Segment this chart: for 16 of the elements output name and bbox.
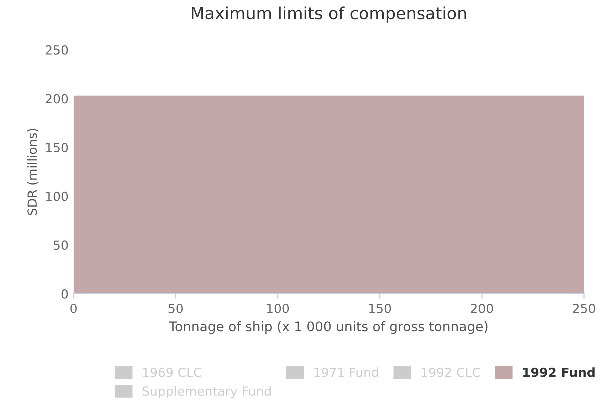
x-tick-label: 250	[573, 304, 596, 314]
x-tick-label: 150	[370, 304, 392, 314]
y-axis-title: SDR (millions)	[27, 129, 39, 216]
x-tick-label: 100	[267, 304, 290, 314]
y-tick-label: 200	[46, 94, 68, 104]
y-tick-label: 150	[46, 143, 68, 153]
y-tick-label: 250	[46, 45, 68, 55]
y-tick-label: 100	[46, 192, 68, 202]
x-tick-label: 50	[168, 304, 184, 314]
x-tick-label: 200	[471, 304, 494, 314]
y-tick-label: 50	[54, 240, 68, 250]
x-tick-label: 0	[70, 304, 77, 314]
legend-label: 1992 Fund	[524, 368, 595, 378]
x-axis-title: Tonnage of ship (x 1 000 units of gross tonnage)	[169, 321, 488, 334]
y-tick-label: 0	[62, 289, 68, 299]
chart-title: Maximum limits of compensation	[192, 6, 466, 23]
